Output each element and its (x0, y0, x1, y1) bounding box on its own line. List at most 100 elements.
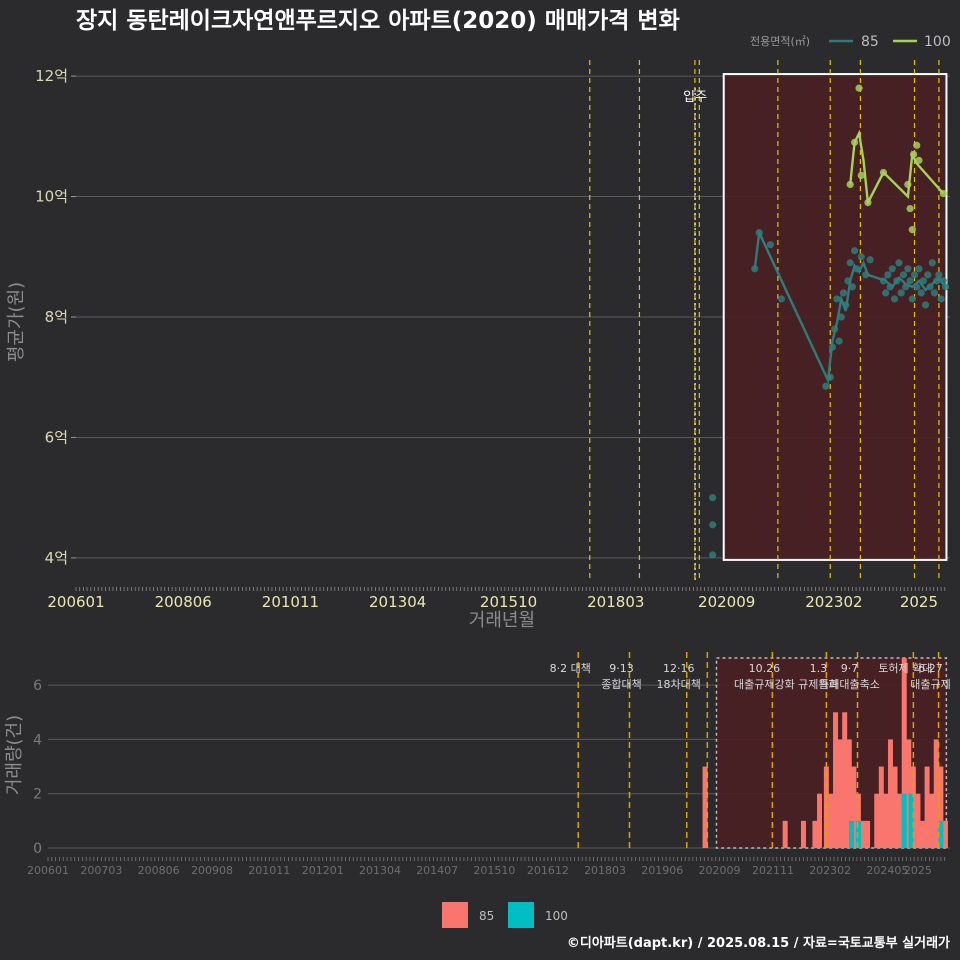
series-line-85 (753, 228, 947, 385)
bar-85 (897, 793, 903, 848)
volume-chart: 0 2 4 6 8·2 대책 9·13 종합대책 12·16 18차대책 10.26 대출규제강화 1… (4, 652, 951, 877)
bar-85 (865, 820, 871, 848)
point-85 (822, 382, 830, 390)
policy-label: 18차대책 (657, 678, 701, 691)
x-tick-label: 202302 (805, 593, 862, 611)
legend-bottom: 85 100 (442, 902, 568, 928)
legend-swatch-100 (508, 902, 534, 928)
bar-85 (828, 793, 834, 848)
point-85 (910, 271, 919, 279)
bar-85 (887, 739, 893, 848)
y-axis-title: 평균가(원) (6, 282, 27, 362)
policy-label: 6·27 (918, 662, 943, 675)
move-in-label: 입주 (683, 90, 707, 105)
y-axis-title: 거래량(건) (4, 715, 25, 795)
x-tick-label: 201304 (359, 864, 401, 877)
policy-label: 10.26 (749, 662, 781, 675)
bar-85 (878, 766, 884, 848)
bar-85 (837, 739, 843, 848)
point-85 (928, 259, 936, 267)
bar-85 (702, 766, 708, 848)
policy-label: 1.3 (810, 662, 828, 675)
x-tick-label: 201201 (302, 864, 344, 877)
policy-label: 12·16 (663, 662, 695, 675)
point-85 (897, 289, 905, 297)
x-tick-label: 202111 (752, 864, 794, 877)
point-85 (924, 271, 932, 279)
x-tick-label: 200806 (155, 593, 212, 611)
point-85 (866, 256, 874, 264)
footer-credit: ©디아파트(dapt.kr) / 2025.08.15 / 자료=국토교통부 실… (567, 935, 950, 951)
x-tick-label: 201510 (473, 864, 515, 877)
highlight-region (722, 73, 948, 561)
y-tick-label: 8억 (45, 308, 68, 326)
bar-85 (942, 820, 948, 848)
x-tick-label: 200806 (138, 864, 180, 877)
point-85 (890, 295, 899, 303)
x-tick-label: 201407 (416, 864, 458, 877)
legend-bottom-label-85: 85 (479, 909, 494, 923)
x-tick-label: 202009 (698, 593, 755, 611)
y-tick-label: 6 (33, 678, 42, 694)
point-100 (855, 84, 863, 92)
x-tick-label: 201510 (480, 593, 537, 611)
chart-title: 장지 동탄레이크자연앤푸르지오 아파트(2020) 매매가격 변화 (76, 8, 680, 34)
bar-100 (901, 793, 907, 848)
point-85 (777, 295, 786, 303)
bar-100 (855, 820, 861, 848)
bar-85 (915, 793, 921, 848)
x-tick-label: 201612 (527, 864, 569, 877)
bar-85 (892, 766, 898, 848)
point-100 (857, 171, 865, 180)
x-tick-label: 201803 (584, 864, 626, 877)
x-tick-label: 200601 (47, 593, 104, 611)
policy-label: 종합대책 (601, 678, 641, 691)
point-100 (908, 226, 916, 234)
x-tick-label: 201011 (248, 864, 290, 877)
legend-label-85: 85 (861, 34, 879, 50)
bar-85 (901, 658, 907, 848)
bar-85 (812, 820, 818, 848)
bar-85 (874, 793, 880, 848)
policy-label: 토허제 확대 (878, 662, 932, 675)
point-85 (709, 494, 717, 502)
y-tick-label: 4 (33, 732, 42, 748)
bar-85 (860, 820, 866, 848)
x-tick-label: 200601 (27, 864, 69, 877)
bar-100 (908, 793, 914, 848)
point-85 (839, 289, 848, 297)
policy-label: 대출규제 (910, 678, 950, 691)
point-100 (906, 204, 914, 213)
x-tick-label: 201011 (262, 593, 319, 611)
x-tick-label: 201803 (587, 593, 644, 611)
x-tick-label: 200908 (191, 864, 233, 877)
bar-85 (883, 793, 889, 848)
y-tick-label: 4억 (45, 549, 68, 567)
point-85 (709, 551, 717, 559)
policy-label: 8·2 대책 (550, 662, 591, 675)
bar-85 (842, 712, 848, 848)
policy-label: 특례대출축소 (819, 678, 880, 691)
x-tick-label: 202405 (866, 864, 908, 877)
y-tick-label: 0 (33, 841, 42, 857)
policy-label: 대출규제강화 (734, 678, 795, 691)
point-85 (833, 295, 841, 303)
point-85 (851, 247, 859, 255)
x-tick-label: 2025 (904, 864, 932, 877)
bar-85 (938, 766, 944, 848)
policy-label: 9·13 (609, 662, 634, 675)
point-85 (921, 301, 930, 309)
point-85 (857, 253, 865, 261)
point-85 (935, 271, 943, 279)
point-85 (917, 289, 925, 297)
x-axis-title: 거래년월 (469, 610, 535, 631)
point-100 (913, 141, 921, 149)
legend-bottom-label-100: 100 (545, 909, 568, 923)
point-85 (888, 265, 896, 273)
point-85 (904, 265, 912, 273)
bar-85 (851, 766, 857, 848)
y-tick-label: 2 (33, 787, 42, 803)
bar-85 (933, 739, 939, 848)
